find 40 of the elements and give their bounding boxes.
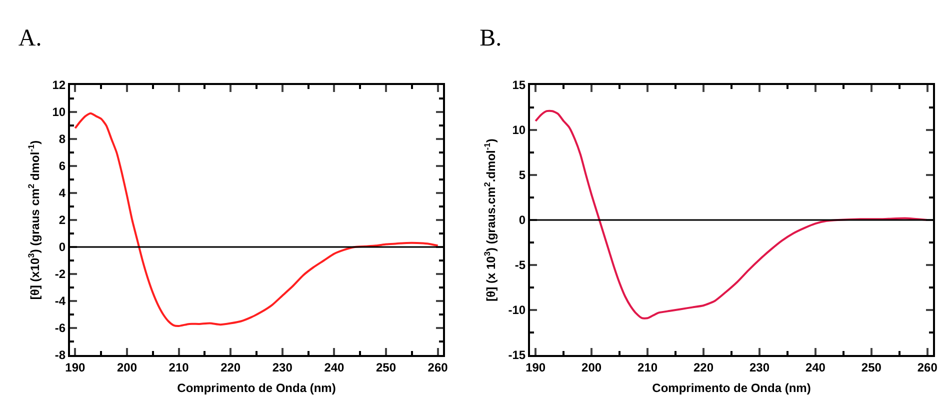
chart-title: B. <box>480 26 502 52</box>
x-tick-label: 210 <box>638 360 658 374</box>
line-series <box>74 112 439 327</box>
x-axis-title: Comprimento de Onda (nm) <box>177 380 336 395</box>
y-tick-label: 8 <box>58 132 66 146</box>
x-tick-label: 250 <box>376 360 396 374</box>
y-tick-label: 5 <box>518 168 526 182</box>
x-tick-label: 200 <box>116 360 138 374</box>
x-axis-title: Comprimento de Onda (nm) <box>652 380 811 395</box>
y-tick-label: 15 <box>512 78 526 92</box>
y-tick-label: -6 <box>54 321 66 336</box>
y-tick-label: 10 <box>52 105 66 120</box>
y-tick-label: -15 <box>508 348 526 362</box>
y-tick-label: -2 <box>54 267 66 282</box>
y-tick-label: -5 <box>514 258 526 272</box>
x-tick-label: 230 <box>272 360 293 374</box>
line-series <box>534 110 928 320</box>
x-tick-label: 200 <box>582 360 602 374</box>
y-tick-label: -8 <box>54 348 66 362</box>
y-tick-label: 12 <box>52 78 66 92</box>
y-tick-label: 0 <box>518 213 526 228</box>
chart-title: A. <box>18 26 42 52</box>
x-tick-label: 260 <box>428 360 448 374</box>
x-tick-label: 220 <box>693 360 714 374</box>
x-tick-label: 260 <box>917 360 938 374</box>
x-tick-label: 240 <box>324 360 345 374</box>
y-tick-label: 2 <box>58 213 66 228</box>
y-tick-label: 10 <box>512 123 526 138</box>
x-tick-label: 250 <box>861 360 882 374</box>
x-tick-label: 190 <box>65 360 86 374</box>
y-tick-label: -4 <box>54 294 66 308</box>
y-tick-label: -10 <box>508 303 526 318</box>
x-tick-label: 240 <box>805 360 826 374</box>
x-tick-label: 210 <box>168 360 190 374</box>
y-tick-label: 6 <box>58 159 66 174</box>
x-tick-label: 230 <box>749 360 770 374</box>
x-tick-label: 190 <box>526 360 546 374</box>
y-tick-label: 0 <box>58 240 66 254</box>
x-tick-label: 220 <box>220 360 241 374</box>
y-tick-label: 4 <box>58 186 66 200</box>
